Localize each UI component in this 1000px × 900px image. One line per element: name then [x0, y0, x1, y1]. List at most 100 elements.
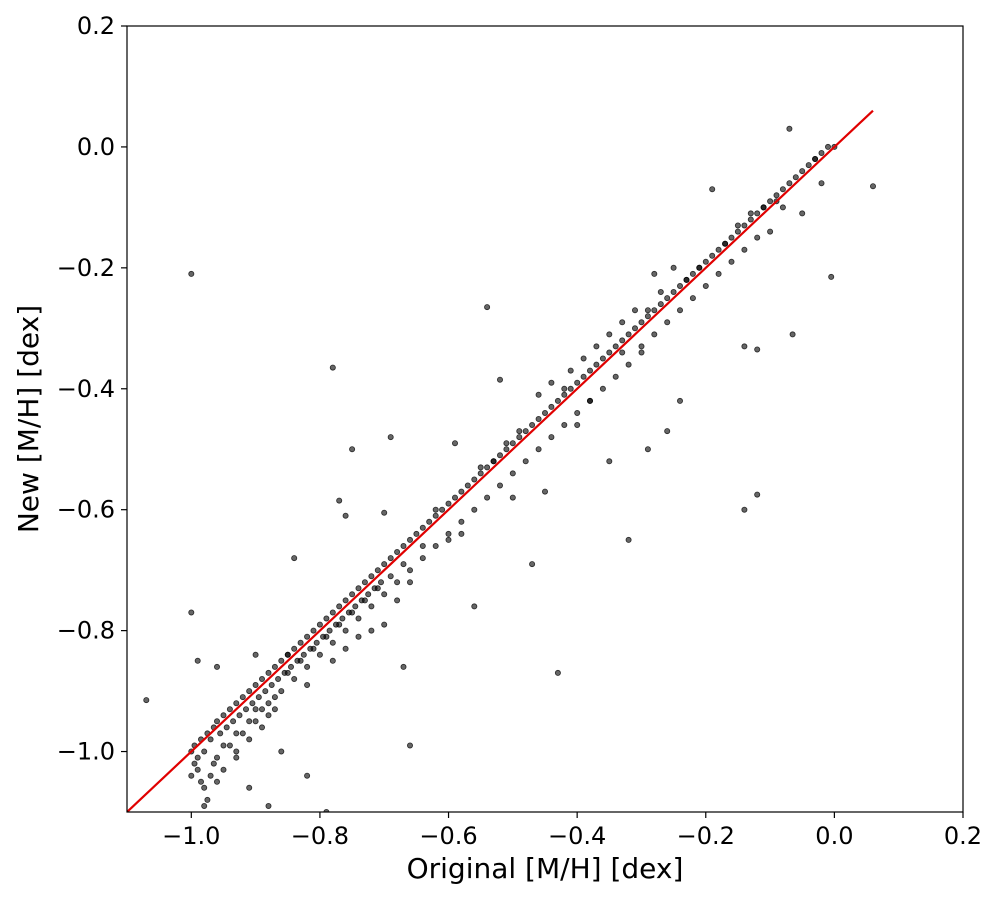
data-point	[773, 192, 780, 199]
data-point	[252, 682, 259, 689]
data-point	[284, 651, 291, 658]
data-point	[406, 567, 413, 574]
data-point	[606, 331, 613, 338]
y-tick-label: −1.0	[57, 738, 115, 766]
data-point	[246, 736, 253, 743]
data-point	[689, 270, 696, 277]
data-point	[754, 234, 761, 241]
data-point	[580, 355, 587, 362]
data-point	[458, 530, 465, 537]
data-point	[194, 657, 201, 664]
data-point	[651, 307, 658, 314]
data-point	[381, 561, 388, 568]
data-point	[503, 446, 510, 453]
data-point	[709, 252, 716, 259]
data-point	[799, 210, 806, 217]
data-point	[271, 706, 278, 713]
data-point	[143, 697, 150, 704]
data-point	[741, 246, 748, 253]
data-point	[284, 669, 291, 676]
data-point	[741, 222, 748, 229]
data-point	[217, 730, 224, 737]
data-point	[387, 555, 394, 562]
data-point	[490, 458, 497, 465]
data-point	[825, 143, 832, 150]
data-point	[458, 518, 465, 525]
data-point	[471, 476, 478, 483]
y-tick-label: −0.2	[57, 254, 115, 282]
data-point	[220, 742, 227, 749]
data-points	[143, 125, 877, 812]
data-point	[574, 379, 581, 386]
data-point	[329, 639, 336, 646]
data-point	[220, 712, 227, 719]
data-point	[625, 536, 632, 543]
data-point	[644, 446, 651, 453]
y-axis-ticks: −1.0 −0.8 −0.6 −0.4 −0.2 0.0 0.2	[57, 12, 127, 766]
x-tick-label: −0.2	[677, 822, 735, 850]
y-tick-label: −0.4	[57, 375, 115, 403]
data-point	[201, 803, 208, 810]
data-point	[625, 331, 632, 338]
data-point	[548, 403, 555, 410]
data-point	[677, 397, 684, 404]
data-point	[233, 730, 240, 737]
data-point	[754, 491, 761, 498]
x-axis-ticks: −1.0 −0.8 −0.6 −0.4 −0.2 0.0 0.2	[162, 812, 982, 850]
data-point	[213, 663, 220, 670]
data-point	[316, 621, 323, 628]
fit-line-group	[127, 109, 874, 812]
data-point	[644, 313, 651, 320]
data-point	[394, 579, 401, 586]
data-point	[567, 367, 574, 374]
y-tick-label: 0.2	[77, 12, 115, 40]
data-point	[419, 543, 426, 550]
data-point	[194, 754, 201, 761]
data-point	[818, 180, 825, 187]
data-point	[548, 434, 555, 441]
data-point	[870, 183, 877, 190]
data-point	[233, 754, 240, 761]
data-point	[554, 669, 561, 676]
data-point	[239, 730, 246, 737]
data-point	[542, 409, 549, 416]
data-point	[406, 579, 413, 586]
data-point	[471, 603, 478, 610]
data-point	[664, 319, 671, 326]
data-point	[278, 688, 285, 695]
data-point	[419, 555, 426, 562]
data-point	[188, 609, 195, 616]
plot-frame	[126, 25, 964, 813]
data-point	[197, 778, 204, 785]
data-point	[689, 295, 696, 302]
data-point	[599, 355, 606, 362]
data-point	[323, 809, 330, 812]
data-point	[207, 736, 214, 743]
data-point	[213, 718, 220, 725]
data-point	[789, 331, 796, 338]
data-point	[722, 240, 729, 247]
data-point	[394, 549, 401, 556]
data-point	[496, 482, 503, 489]
data-point	[529, 421, 536, 428]
data-point	[516, 428, 523, 435]
data-point	[278, 748, 285, 755]
data-point	[336, 603, 343, 610]
data-point	[226, 742, 233, 749]
data-point	[426, 518, 433, 525]
data-point	[297, 639, 304, 646]
data-point	[233, 700, 240, 707]
data-point	[818, 149, 825, 156]
data-point	[194, 766, 201, 773]
data-point	[574, 409, 581, 416]
data-point	[516, 434, 523, 441]
data-point	[258, 706, 265, 713]
data-point	[509, 494, 516, 501]
data-point	[349, 446, 356, 453]
x-axis-label: Original [M/H] [dex]	[407, 852, 684, 885]
data-point	[760, 204, 767, 211]
data-point	[381, 509, 388, 516]
data-point	[188, 772, 195, 779]
data-point	[657, 288, 664, 295]
data-point	[451, 440, 458, 447]
